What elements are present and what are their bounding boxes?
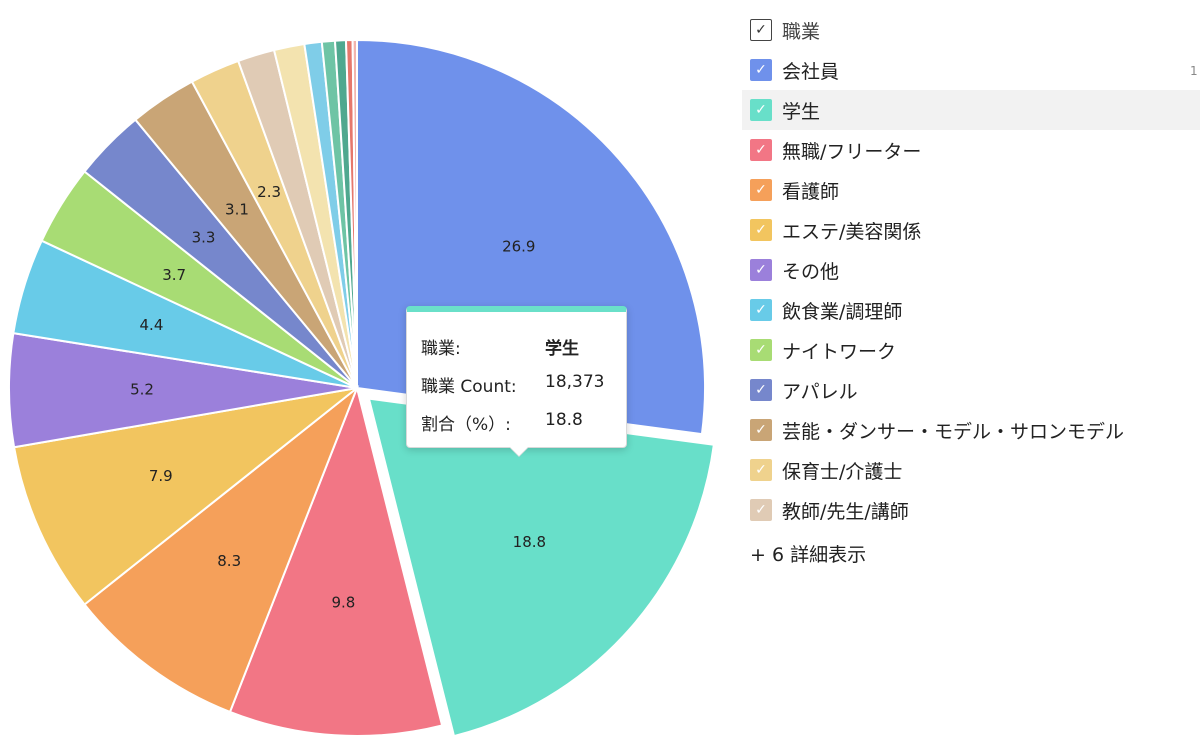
legend-item[interactable]: ✓ エステ/美容関係 [742,210,1200,250]
legend-label: 飲食業/調理師 [782,300,903,323]
slice-data-label: 4.4 [140,316,164,334]
slice-data-label: 18.8 [513,533,546,551]
legend-label: 芸能・ダンサー・モデル・サロンモデル [782,420,1125,443]
tooltip-percent-value: 18.8 [545,410,583,430]
legend: ✓ 職業 ✓ 会社員 ✓ 学生 ✓ 無職/フリーター ✓ 看護師 ✓ エステ/美容関係 ✓ その他 ✓ 飲… [742,10,1200,530]
slice-data-label: 9.8 [331,594,355,612]
tooltip-count-label: 職業 Count: [421,377,517,397]
legend-label: アパレル [782,380,858,403]
legend-title-toggle[interactable]: ✓ 職業 [742,10,1200,50]
legend-label: エステ/美容関係 [782,220,922,243]
tooltip-arrow [510,447,528,456]
legend-item[interactable]: ✓ アパレル [742,370,1200,410]
legend-item[interactable]: ✓ 保育士/介護士 [742,450,1200,490]
show-more-link[interactable]: + 6 詳細表示 [750,544,867,566]
pie-slice[interactable] [367,397,715,738]
legend-item[interactable]: ✓ 飲食業/調理師 [742,290,1200,330]
slice-data-label: 8.3 [217,552,241,570]
slice-data-label: 7.9 [149,467,173,485]
legend-item[interactable]: ✓ 会社員 [742,50,1200,90]
check-icon[interactable]: ✓ [750,379,772,401]
tooltip-field-label: 職業: [421,339,461,359]
legend-item[interactable]: ✓ その他 [742,250,1200,290]
legend-label: 看護師 [782,180,840,203]
pie-slice[interactable] [83,384,360,714]
slice-data-label: 3.3 [192,228,216,246]
pie-slice[interactable] [12,387,358,606]
pie-slice[interactable] [351,38,358,389]
slice-data-label: 5.2 [130,380,154,398]
tooltip-count-value: 18,373 [545,372,605,392]
legend-item[interactable]: ✓ 学生 [742,90,1200,130]
check-icon[interactable]: ✓ [750,259,772,281]
legend-label: 会社員 [782,60,840,83]
check-icon[interactable]: ✓ [750,59,772,81]
check-icon[interactable]: ✓ [750,299,772,321]
check-icon[interactable]: ✓ [750,499,772,521]
pie-slice[interactable] [228,384,444,737]
legend-item[interactable]: ✓ 看護師 [742,170,1200,210]
check-icon[interactable]: ✓ [750,19,772,41]
check-icon[interactable]: ✓ [750,419,772,441]
check-icon[interactable]: ✓ [750,219,772,241]
slice-data-label: 2.3 [257,183,281,201]
legend-item[interactable]: ✓ ナイトワーク [742,330,1200,370]
slice-data-label: 3.7 [162,266,186,284]
legend-label: 無職/フリーター [782,140,922,163]
pie-chart: 26.9 18.8 9.8 8.3 7.9 5.2 4.4 3.7 3.3 3.1 2.3 [8,38,715,738]
check-icon[interactable]: ✓ [750,179,772,201]
legend-label: ナイトワーク [782,340,897,363]
legend-scroll-indicator[interactable]: 1 [1190,64,1198,78]
tooltip-percent-label: 割合（%）: [421,415,511,435]
slice-data-label: 26.9 [502,237,535,255]
chart-tooltip: 職業: 学生 職業 Count: 18,373 割合（%）: 18.8 [406,306,627,456]
legend-item[interactable]: ✓ 教師/先生/講師 [742,490,1200,530]
legend-label: 学生 [782,100,821,123]
check-icon[interactable]: ✓ [750,99,772,121]
check-icon[interactable]: ✓ [750,459,772,481]
legend-label: その他 [782,260,840,283]
check-icon[interactable]: ✓ [750,139,772,161]
check-icon[interactable]: ✓ [750,339,772,361]
legend-label: 教師/先生/講師 [782,500,909,523]
legend-item[interactable]: ✓ 芸能・ダンサー・モデル・サロンモデル [742,410,1200,450]
legend-item[interactable]: ✓ 無職/フリーター [742,130,1200,170]
slice-data-label: 3.1 [225,201,249,219]
tooltip-field-value: 学生 [545,339,579,359]
legend-label: 保育士/介護士 [782,460,903,483]
legend-title: 職業 [782,20,821,43]
